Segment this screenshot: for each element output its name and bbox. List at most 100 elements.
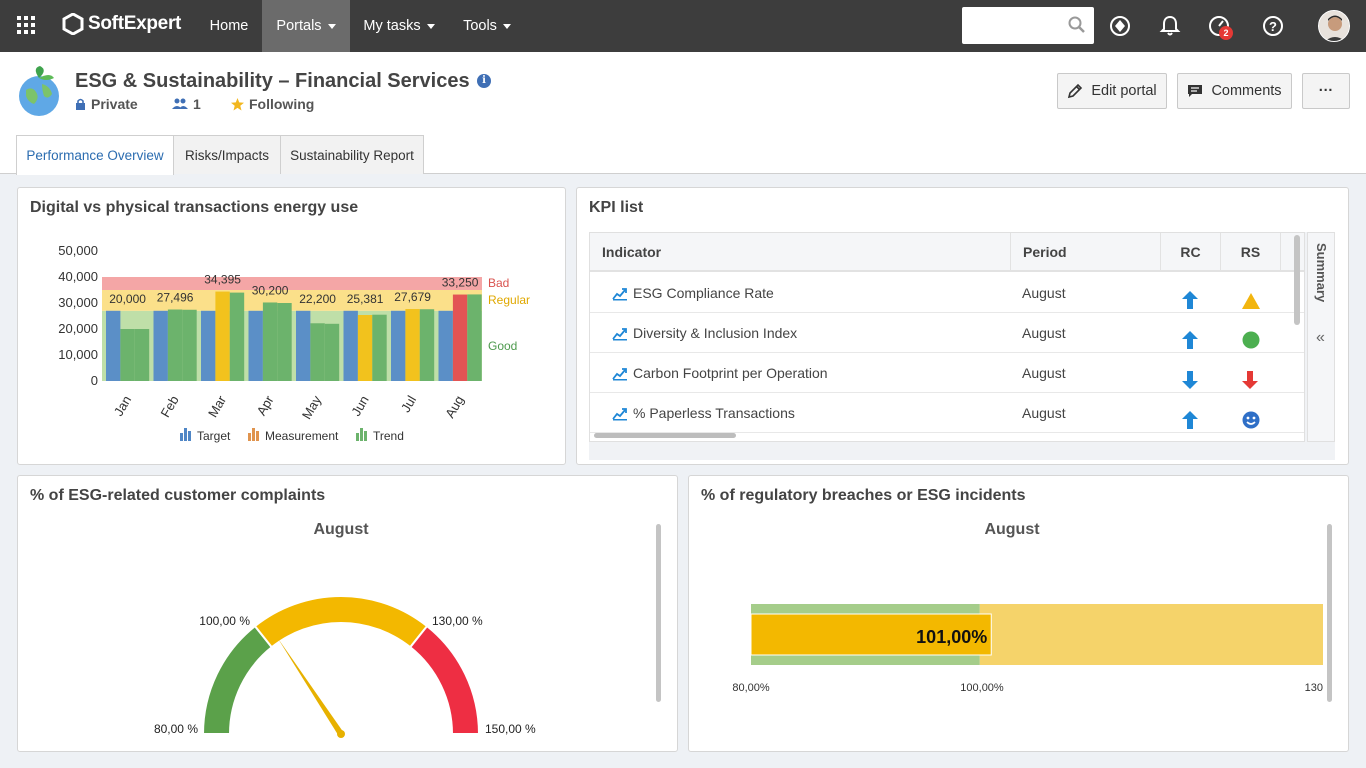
summary-side-tab[interactable]: Summary « <box>1307 232 1335 442</box>
portal-header: ESG & Sustainability – Financial Service… <box>0 52 1366 175</box>
user-avatar[interactable] <box>1318 10 1350 42</box>
tab-risks-impacts[interactable]: Risks/Impacts <box>173 135 281 174</box>
comments-button[interactable]: Comments <box>1177 73 1292 109</box>
kpi-indicator-icon <box>612 353 632 393</box>
softexpert-logo-icon <box>62 13 84 35</box>
search-icon[interactable] <box>1068 16 1086 37</box>
softexpert-logo[interactable]: SoftExpert <box>62 13 181 35</box>
edit-portal-button[interactable]: Edit portal <box>1057 73 1167 109</box>
kpi-indicator-name[interactable]: Carbon Footprint per Operation <box>633 365 828 381</box>
column-header-rs[interactable]: RS <box>1221 233 1281 271</box>
y-tick-label: 40,000 <box>58 269 98 284</box>
nav-my-tasks[interactable]: My tasks <box>350 0 448 52</box>
breaches-panel: % of regulatory breaches or ESG incident… <box>688 475 1349 752</box>
bullet-subtitle: August <box>984 521 1040 538</box>
kpi-indicator-name[interactable]: % Paperless Transactions <box>633 405 795 421</box>
help-icon[interactable]: ? <box>1261 14 1285 38</box>
kpi-table-row[interactable]: % Paperless Transactions August <box>590 393 1304 433</box>
kpi-indicator-name[interactable]: ESG Compliance Rate <box>633 285 774 301</box>
info-icon[interactable]: i <box>477 74 491 88</box>
nav-home[interactable]: Home <box>196 0 262 52</box>
complaints-panel: % of ESG-related customer complaints Aug… <box>17 475 678 752</box>
bell-icon[interactable] <box>1158 14 1182 38</box>
target-bar <box>391 310 406 381</box>
measurement-bar <box>357 315 373 381</box>
star-icon <box>231 97 244 110</box>
search-input[interactable] <box>968 7 1068 42</box>
comments-label: Comments <box>1211 83 1282 99</box>
energy-use-panel: Digital vs physical transactions energy … <box>17 187 566 465</box>
kpi-indicator-name[interactable]: Diversity & Inclusion Index <box>633 325 798 341</box>
gauge-needle <box>277 638 344 736</box>
vertical-scrollbar[interactable] <box>1327 524 1332 702</box>
target-bar <box>248 310 263 381</box>
page-title: ESG & Sustainability – Financial Service… <box>75 70 470 92</box>
bullet-band-regular <box>979 604 1323 665</box>
bullet-value-label: 101,00% <box>916 627 987 647</box>
logo-text: SoftExpert <box>88 13 182 34</box>
legend-icon <box>360 428 363 441</box>
bullet-value-bar <box>750 613 992 656</box>
tab-performance-overview[interactable]: Performance Overview <box>16 135 174 175</box>
members-count[interactable]: 1 <box>172 96 201 112</box>
data-label: 25,381 <box>347 292 384 306</box>
nav-my-tasks-label: My tasks <box>363 18 421 34</box>
legend-icon <box>180 433 183 441</box>
x-tick-label: Jun <box>348 393 371 419</box>
chevron-down-icon <box>502 23 511 29</box>
legend-icon <box>356 433 359 441</box>
gauge-needle-hub <box>337 730 345 738</box>
tab-divider <box>424 173 1366 174</box>
privacy-status: Private <box>75 96 138 112</box>
kpi-table-row[interactable]: Carbon Footprint per Operation August <box>590 353 1304 393</box>
svg-text:?: ? <box>1269 19 1277 34</box>
trend-bar <box>419 309 435 381</box>
x-tick-label: Apr <box>254 392 277 418</box>
nav-tools[interactable]: Tools <box>450 0 524 52</box>
horizontal-scrollbar[interactable] <box>594 433 736 438</box>
bullet-tick-label: 100,00% <box>960 682 1004 694</box>
workflow-icon[interactable] <box>1108 14 1132 38</box>
nav-portals-label: Portals <box>276 18 322 34</box>
chevron-down-icon <box>327 23 336 29</box>
y-tick-label: 10,000 <box>58 347 98 362</box>
nav-home-label: Home <box>209 18 249 34</box>
trend-bar <box>182 309 197 381</box>
column-header-indicator[interactable]: Indicator <box>590 233 1011 271</box>
trend-bar <box>229 292 245 381</box>
kpi-table-row[interactable]: ESG Compliance Rate August <box>590 273 1304 313</box>
following-toggle[interactable]: Following <box>231 96 314 112</box>
column-header-period[interactable]: Period <box>1011 233 1161 271</box>
kpi-table-row[interactable]: Diversity & Inclusion Index August <box>590 313 1304 353</box>
search-box <box>962 7 1094 44</box>
vertical-scrollbar[interactable] <box>656 524 661 702</box>
zone-regular <box>102 290 482 311</box>
globe-leaf-icon <box>14 66 64 118</box>
zone-bad <box>102 277 482 290</box>
complaints-panel-title: % of ESG-related customer complaints <box>30 487 326 504</box>
more-options-button[interactable]: ··· <box>1302 73 1350 109</box>
bullet-tick-label: 80,00% <box>732 682 770 694</box>
nav-portals[interactable]: Portals <box>262 0 350 52</box>
pencil-icon <box>1068 83 1083 99</box>
y-tick-label: 20,000 <box>58 321 98 336</box>
tab-sustainability-report[interactable]: Sustainability Report <box>280 135 424 174</box>
kpi-list-panel: KPI list Indicator Period RC RS ESG Comp… <box>576 187 1349 465</box>
chevron-left-double-icon[interactable]: « <box>1316 329 1325 346</box>
kpi-table-header: Indicator Period RC RS <box>590 233 1304 272</box>
legend-icon <box>248 433 251 441</box>
more-options-label: ··· <box>1318 83 1334 99</box>
column-header-rc[interactable]: RC <box>1161 233 1221 271</box>
x-tick-label: Jan <box>111 393 134 419</box>
vertical-scrollbar[interactable] <box>1294 235 1300 325</box>
gauge-label: 80,00 % <box>154 722 198 736</box>
trend-bar <box>277 303 292 381</box>
tab-label: Sustainability Report <box>290 148 414 163</box>
zone-label-regular: Regular <box>488 293 530 307</box>
kpi-indicator-icon <box>612 313 632 353</box>
x-tick-label: Mar <box>205 392 230 419</box>
gauge-band-red <box>408 624 481 735</box>
zone-label-bad: Bad <box>488 276 509 290</box>
top-navigation-bar: SoftExpert Home Portals My tasks Tools 2… <box>0 0 1366 52</box>
apps-grid-icon[interactable] <box>16 15 36 35</box>
